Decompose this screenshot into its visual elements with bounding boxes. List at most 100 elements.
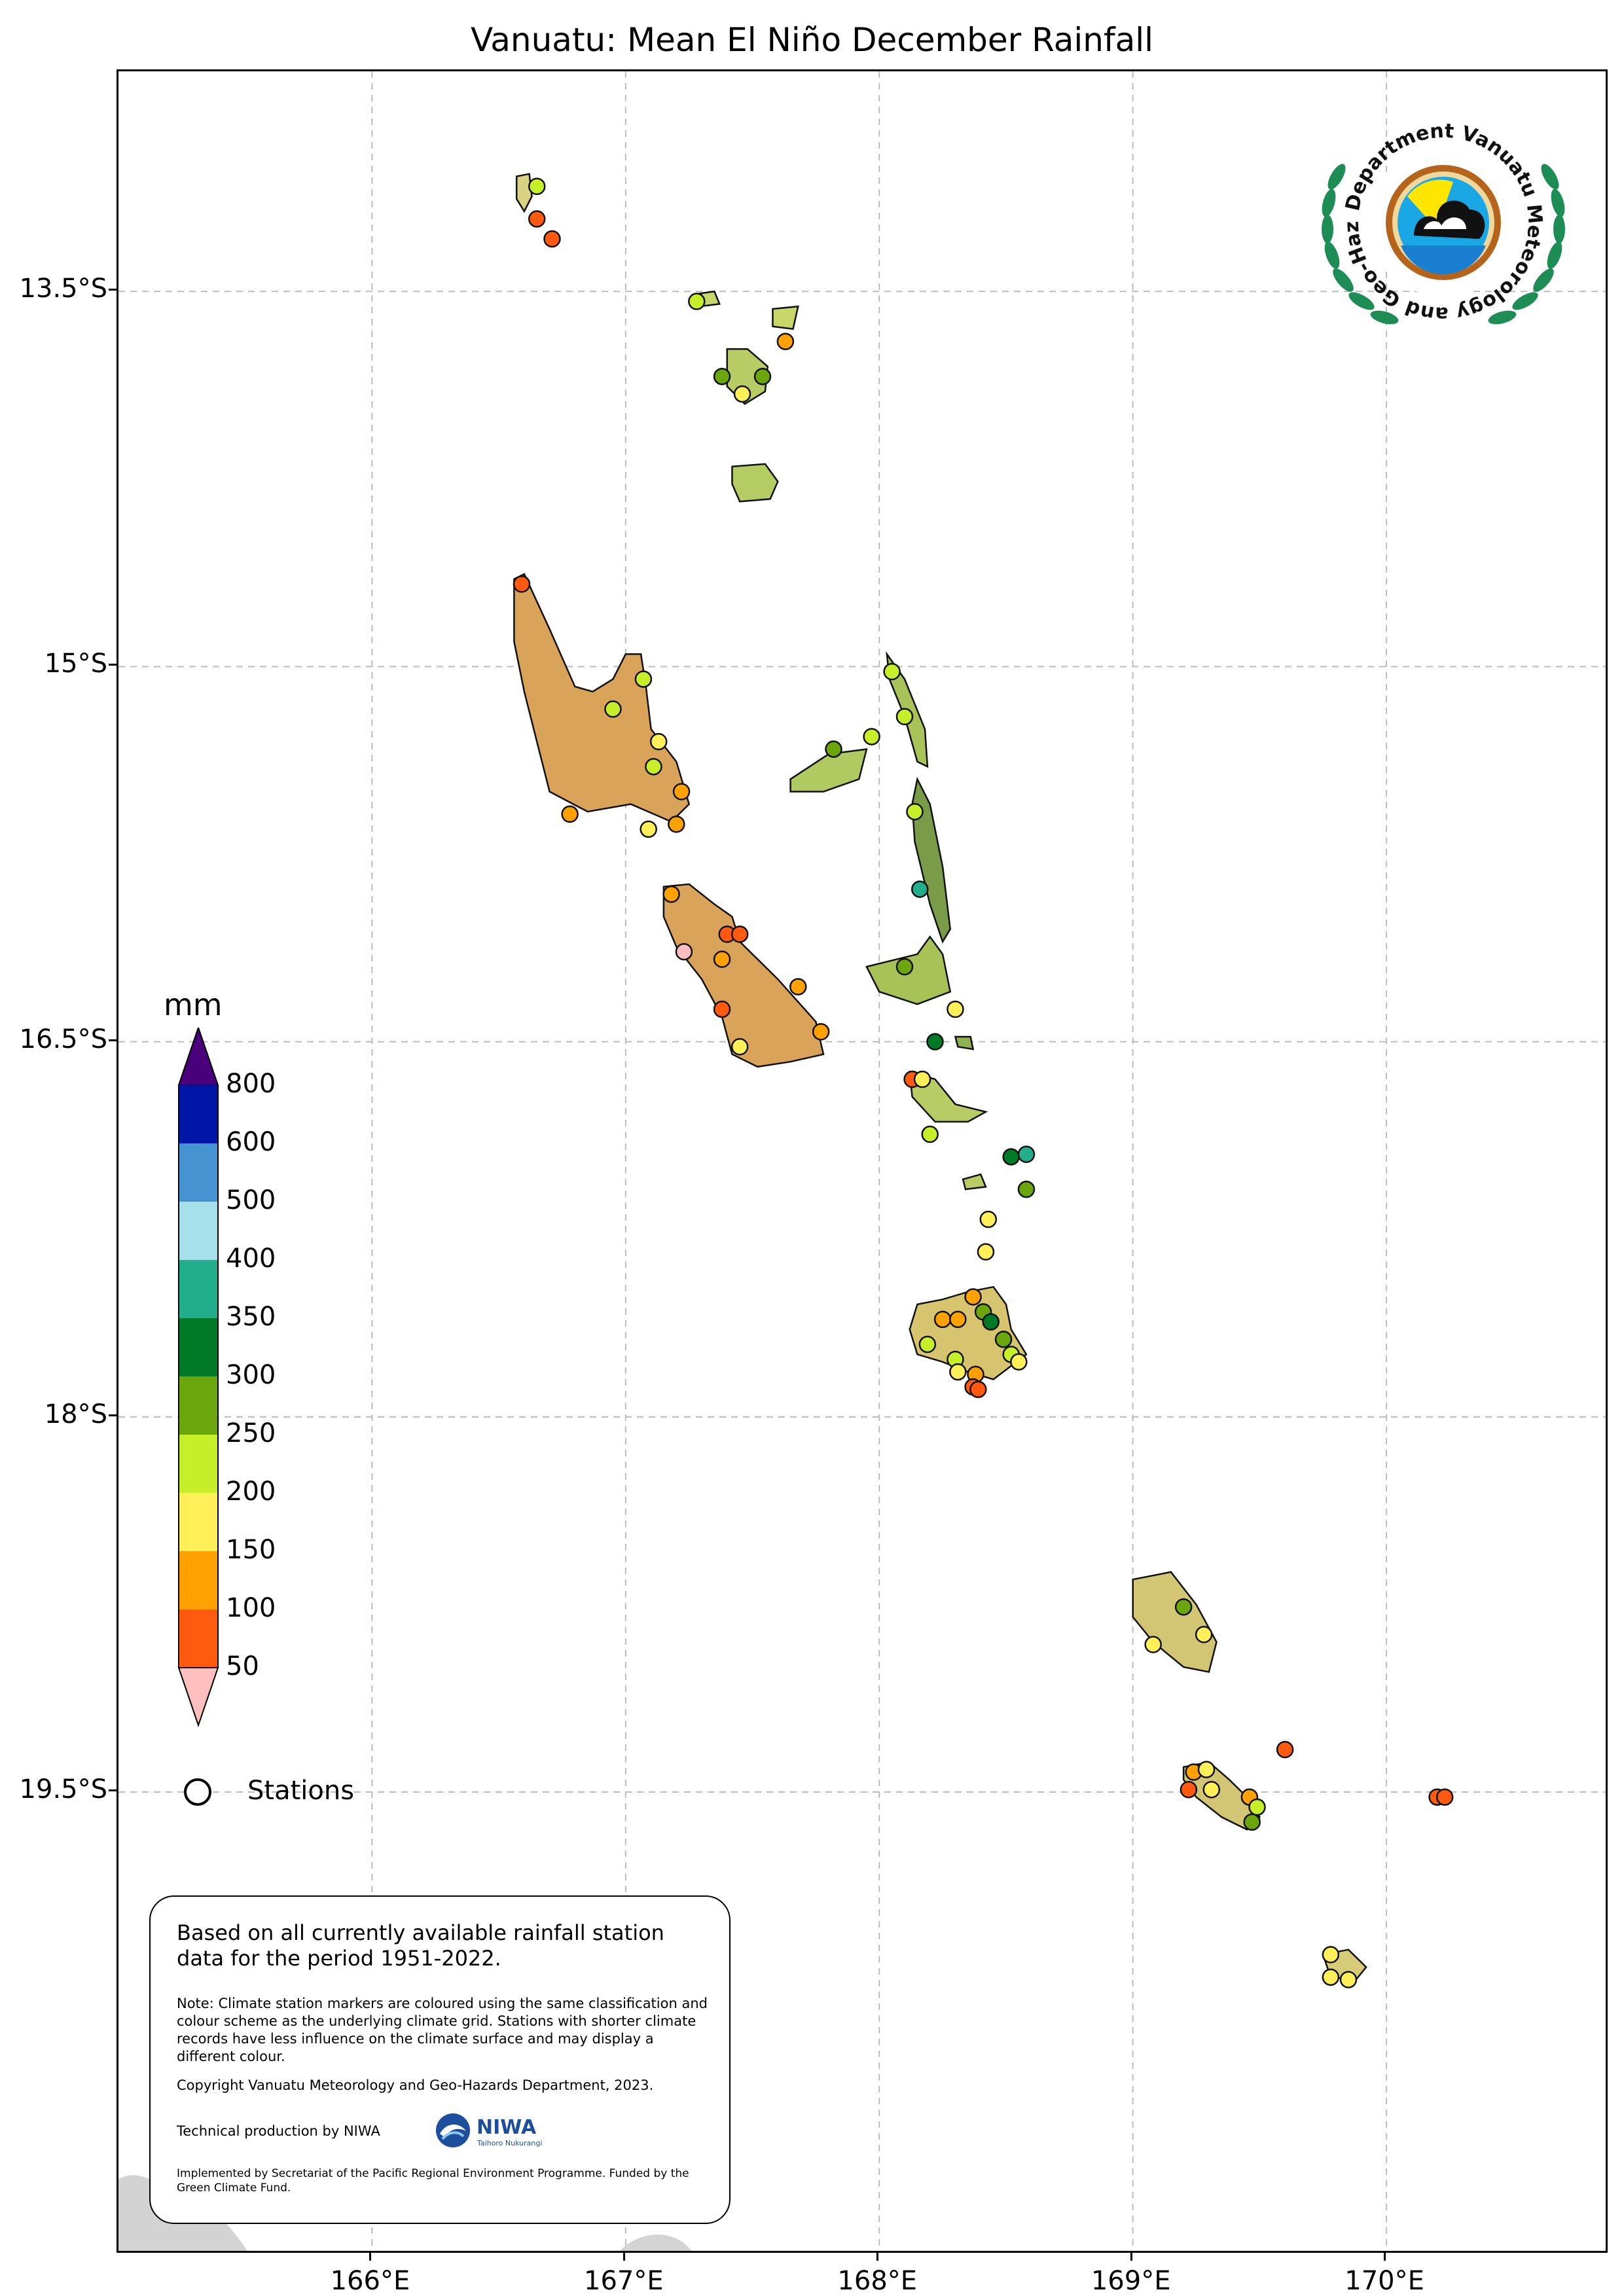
colorbar-label-100: 100 [226,1593,276,1623]
station-marker-62 [1197,1761,1216,1778]
station-marker-14 [645,758,662,776]
info-copyright-text: Copyright Vanuatu Meteorology and Geo-Ha… [177,2077,654,2093]
colorbar-label-150: 150 [226,1535,276,1565]
island-tongoa [962,1173,987,1191]
station-legend-marker [184,1778,211,1806]
station-marker-15 [825,740,842,758]
island-layer [513,173,1367,1981]
colorbar-label-400: 400 [226,1244,276,1274]
station-marker-7 [733,385,751,403]
station-marker-9 [634,670,653,688]
lat-tick-2 [109,1039,117,1041]
colorbar-segment-1 [179,1551,218,1609]
colorbar-over-arrow [177,1028,219,1086]
colorbar-segment-7 [179,1202,218,1260]
map-title: Vanuatu: Mean El Niño December Rainfall [470,21,1154,59]
niwa-name: NIWA [477,2116,537,2139]
station-marker-28 [895,958,914,976]
lon-tick-label-3: 169°E [1091,2266,1171,2296]
station-marker-21 [906,802,924,821]
station-marker-19 [640,820,657,838]
colorbar-segment-3 [179,1435,218,1493]
station-marker-29 [789,978,807,996]
colorbar-under-arrow [177,1667,219,1728]
lat-tick-label-3: 18°S [44,1399,107,1429]
lon-tick-2 [876,2253,879,2261]
colorbar-label-600: 600 [226,1127,276,1157]
colorbar-segment-9 [179,1085,218,1143]
lat-tick-4 [109,1789,117,1792]
station-marker-2 [543,230,561,248]
station-marker-17 [672,783,691,800]
lat-tick-0 [109,289,117,291]
station-marker-30 [713,1000,731,1018]
station-marker-63 [1180,1780,1198,1799]
info-implemented-text: Implemented by Secretariat of the Pacifi… [177,2167,689,2195]
island-erromango [1132,1571,1218,1674]
station-marker-16 [863,728,880,745]
niwa-subtitle: Taihoro Nukurangi [477,2139,542,2147]
colorbar-segment-6 [179,1260,218,1318]
colorbar-label-50: 50 [226,1651,259,1681]
info-box: Based on all currently available rainfal… [149,1895,731,2224]
island-pentecost [911,776,951,944]
lon-tick-label-1: 167°E [584,2266,664,2296]
station-marker-38 [1002,1148,1020,1166]
graticule [118,71,1606,2251]
lat-tick-label-0: 13.5°S [19,274,107,304]
island-hiu [515,173,533,213]
station-marker-18 [561,805,579,823]
station-marker-22 [911,880,929,898]
colorbar-segment-4 [179,1376,218,1435]
station-marker-13 [649,732,668,751]
station-marker-45 [982,1313,1000,1331]
colorbar-segment-2 [179,1493,218,1551]
info-note-text: Note: Climate station markers are colour… [177,1996,708,2064]
lat-tick-label-1: 15°S [44,649,107,679]
lon-tick-label-2: 168°E [837,2266,918,2296]
station-marker-46 [933,1310,952,1329]
station-marker-12 [895,708,914,726]
lon-tick-0 [369,2253,372,2261]
island-ureparapara [772,305,799,330]
island-paama [954,1035,975,1050]
station-marker-27 [713,950,731,968]
station-marker-31 [947,1000,964,1018]
station-marker-48 [994,1331,1013,1348]
station-marker-39 [1017,1145,1036,1163]
lat-tick-label-4: 19.5°S [19,1774,107,1805]
lon-tick-label-0: 166°E [330,2266,410,2296]
station-marker-10 [604,700,622,718]
colorbar [177,1028,219,1728]
station-marker-34 [926,1033,944,1050]
island-malekula [662,883,825,1068]
lon-tick-4 [1384,2253,1386,2261]
info-main-text: Based on all currently available rainfal… [177,1920,664,1971]
station-marker-25 [731,925,749,943]
island-espiritu-santo [513,573,691,823]
station-marker-64 [1202,1780,1221,1799]
station-marker-11 [883,662,901,681]
station-marker-6 [753,367,772,386]
station-marker-72 [1339,1971,1358,1988]
legend-unit: mm [164,987,223,1022]
stations-label: Stations [247,1776,355,1806]
station-marker-33 [731,1038,749,1056]
station-marker-69 [1435,1788,1454,1806]
station-marker-58 [1195,1626,1213,1643]
station-marker-32 [812,1023,830,1041]
station-marker-67 [1243,1813,1261,1831]
station-marker-42 [977,1243,995,1261]
station-marker-3 [688,293,706,310]
station-marker-26 [675,942,693,961]
colorbar-label-500: 500 [226,1185,276,1215]
island-gaua [731,463,779,503]
lon-tick-label-4: 170°E [1344,2266,1424,2296]
station-marker-0 [528,177,546,196]
station-marker-41 [979,1210,998,1229]
colorbar-label-300: 300 [226,1360,276,1390]
colorbar-label-200: 200 [226,1477,276,1507]
station-marker-57 [1174,1598,1193,1616]
lon-tick-3 [1130,2253,1132,2261]
station-marker-8 [513,575,531,593]
